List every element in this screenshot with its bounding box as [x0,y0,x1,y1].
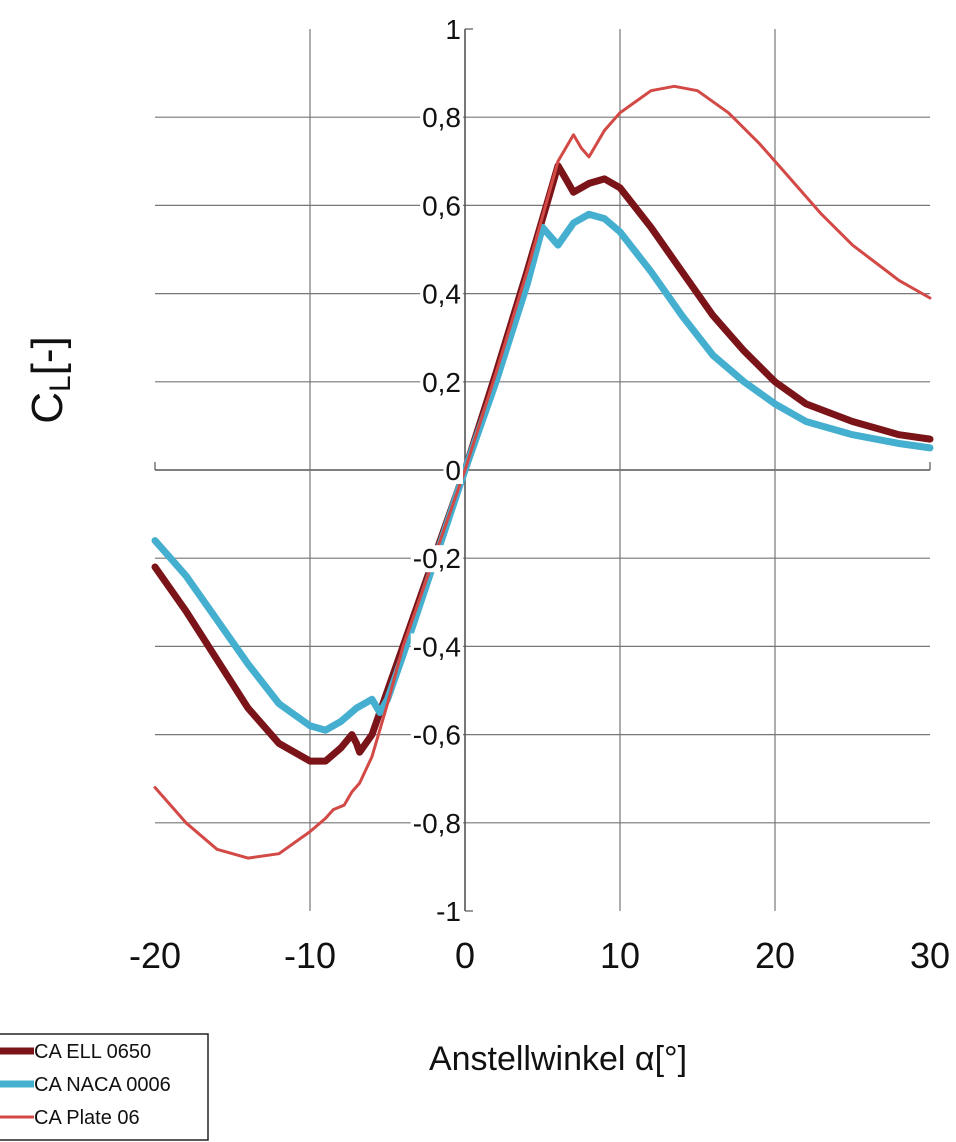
y-tick-label: 0 [445,455,461,486]
y-tick-label-bg [410,633,463,661]
y-tick-label: 0,6 [422,190,461,221]
series-lines [151,84,934,860]
y-tick-label: 0,8 [422,102,461,133]
y-tick-label-bg [410,721,463,749]
y-tick-label: -0,8 [413,808,461,839]
x-axis-label: Anstellwinkel α[°] [429,1040,687,1078]
legend-label: CA Plate 06 [34,1107,140,1129]
y-axis-label-sub: L [44,375,77,392]
legend-label: CA NACA 0006 [34,1074,171,1096]
y-tick-label-bg [420,368,463,396]
x-tick-label: -20 [129,935,181,976]
x-tick-label: -10 [284,935,336,976]
x-tick-label: 10 [600,935,640,976]
y-axis-label-suffix: [-] [23,336,72,375]
y-tick-label: 1 [445,14,461,45]
y-axis-label-main: C [23,392,72,424]
y-tick-label-bg [410,545,463,573]
y-tick-label: -0,6 [413,720,461,751]
legend: CA ELL 0650 CA NACA 0006 CA Plate 06 [0,1033,209,1141]
legend-label: CA ELL 0650 [34,1041,151,1063]
y-tick-label-bg [443,16,463,43]
x-axis-ticks: -20 -10 0 10 20 30 [129,935,950,976]
grid [154,28,931,912]
y-tick-label: -0,2 [413,543,461,574]
series-line-0 [151,162,934,765]
series-line-1 [151,210,934,734]
y-tick-label-bg [410,809,463,837]
y-axis-label: CL[-] [23,336,77,424]
y-tick-label: 0,4 [422,279,461,310]
series-line-2 [153,84,932,860]
y-tick-label-bg [420,192,463,220]
x-tick-label: 20 [755,935,795,976]
y-tick-label-bg [420,104,463,132]
x-tick-label: 0 [455,935,475,976]
y-tick-label-bg [420,280,463,308]
y-tick-label: -0,4 [413,631,461,662]
y-tick-label-bg [443,457,463,484]
y-tick-label: -1 [436,896,461,927]
x-tick-label: 30 [910,935,950,976]
y-tick-label: 0,2 [422,367,461,398]
y-tick-label-bg [434,898,463,925]
legend-box [0,1033,209,1141]
y-axis-ticks: -1 -0,8 -0,6 -0,4 -0,2 0 0,2 0,4 0,6 0,8 1 [410,14,463,927]
